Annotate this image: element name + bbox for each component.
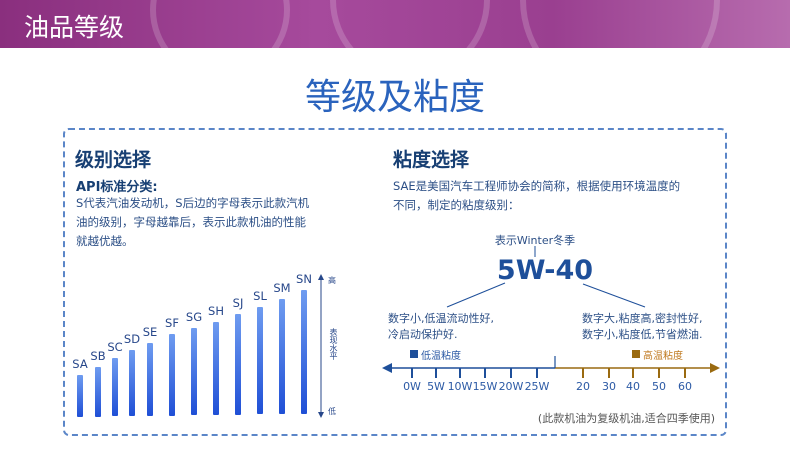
grade-description: S代表汽油发动机，S后边的字母表示此款汽机 油的级别，字母越靠后，表示此款机油的…: [76, 194, 309, 251]
grade-bar-SG: [191, 328, 197, 416]
grade-label: SA: [72, 357, 88, 371]
axis-high-label: 高: [328, 276, 336, 285]
grade-label: SB: [90, 349, 106, 363]
high-temp-tick-label: 60: [678, 380, 692, 393]
desc-line: 不同，制定的粘度级别：: [393, 198, 520, 212]
content-panel: [63, 128, 727, 436]
low-temp-tick-label: 20W: [498, 380, 524, 393]
scale-tick: [632, 368, 634, 378]
grade-label: SH: [208, 304, 224, 318]
low-number-note: 数字小,低温流动性好, 冷启动保护好.: [388, 311, 494, 343]
high-temp-legend: 高温粘度: [643, 351, 683, 362]
low-temp-tick-label: 15W: [472, 380, 498, 393]
grade-bar-SJ: [235, 314, 241, 415]
grade-bar-SB: [95, 367, 101, 417]
scale-tick: [484, 368, 486, 378]
grade-bar-SF: [169, 334, 175, 416]
grade-bar-SC: [112, 358, 118, 417]
high-temp-tick-label: 50: [652, 380, 666, 393]
winter-note: 表示Winter冬季: [494, 234, 576, 247]
scale-tick: [658, 368, 660, 378]
grade-label: SF: [165, 316, 179, 330]
viscosity-example: 5W-40: [496, 255, 594, 286]
high-temp-tick-label: 40: [626, 380, 640, 393]
high-number-note: 数字大,粘度高,密封性好, 数字小,粘度低,节省燃油.: [582, 311, 703, 343]
grade-label: SE: [142, 325, 158, 339]
grade-label: SN: [296, 272, 312, 286]
high-temp-tick-label: 20: [576, 380, 590, 393]
scale-tick: [582, 368, 584, 378]
high-temp-tick-label: 30: [602, 380, 616, 393]
viscosity-description: SAE是美国汽车工程师协会的简称，根据使用环境温度的 不同，制定的粘度级别：: [393, 177, 680, 215]
footnote: (此款机油为复级机油,适合四季使用): [537, 412, 715, 425]
grade-bar-SA: [77, 375, 83, 417]
scale-tick: [435, 368, 437, 378]
low-temp-tick-label: 25W: [524, 380, 550, 393]
grade-label: SD: [123, 332, 141, 346]
grade-label: SM: [273, 281, 291, 295]
desc-line: 油的级别，字母越靠后，表示此款机油的性能: [76, 215, 306, 229]
desc-line: SAE是美国汽车工程师协会的简称，根据使用环境温度的: [393, 179, 681, 193]
low-temp-legend-swatch: [410, 350, 418, 358]
grade-bar-SN: [301, 290, 307, 414]
scale-tick: [536, 368, 538, 378]
grade-bar-SH: [213, 322, 219, 415]
api-subheading: API标准分类:: [76, 180, 158, 195]
desc-line: 就越优越。: [76, 234, 134, 248]
grade-bar-SE: [147, 343, 153, 416]
performance-axis-arrow: [318, 274, 324, 418]
scale-tick: [608, 368, 610, 378]
grade-label: SG: [185, 310, 203, 324]
grade-bar-SD: [129, 350, 135, 417]
grade-label: SC: [107, 340, 123, 354]
low-temp-tick-label: 0W: [403, 380, 421, 393]
note-line: 数字小,粘度低,节省燃油.: [582, 328, 703, 341]
grade-label: SJ: [232, 296, 244, 310]
high-temp-legend-swatch: [632, 350, 640, 358]
scale-tick: [510, 368, 512, 378]
header-banner: 油品等级: [0, 0, 790, 48]
scale-tick: [411, 368, 413, 378]
grade-label: SL: [253, 289, 267, 303]
desc-line: S代表汽油发动机，S后边的字母表示此款汽机: [76, 196, 310, 210]
viscosity-heading: 粘度选择: [393, 149, 470, 171]
banner-title: 油品等级: [24, 13, 125, 42]
grade-bar-SL: [257, 307, 263, 415]
low-temp-tick-label: 10W: [447, 380, 473, 393]
note-line: 数字大,粘度高,密封性好,: [582, 312, 703, 325]
note-line: 冷启动保护好.: [388, 328, 458, 341]
low-temp-legend: 低温粘度: [421, 351, 461, 362]
axis-label: 表现水平: [329, 328, 338, 360]
grade-heading: 级别选择: [75, 149, 152, 171]
page-title: 等级及粘度: [304, 77, 485, 118]
scale-tick: [459, 368, 461, 378]
note-line: 数字小,低温流动性好,: [388, 312, 494, 325]
axis-low-label: 低: [328, 407, 336, 416]
scale-tick: [684, 368, 686, 378]
grade-bar-SM: [279, 299, 285, 414]
low-temp-tick-label: 5W: [427, 380, 445, 393]
